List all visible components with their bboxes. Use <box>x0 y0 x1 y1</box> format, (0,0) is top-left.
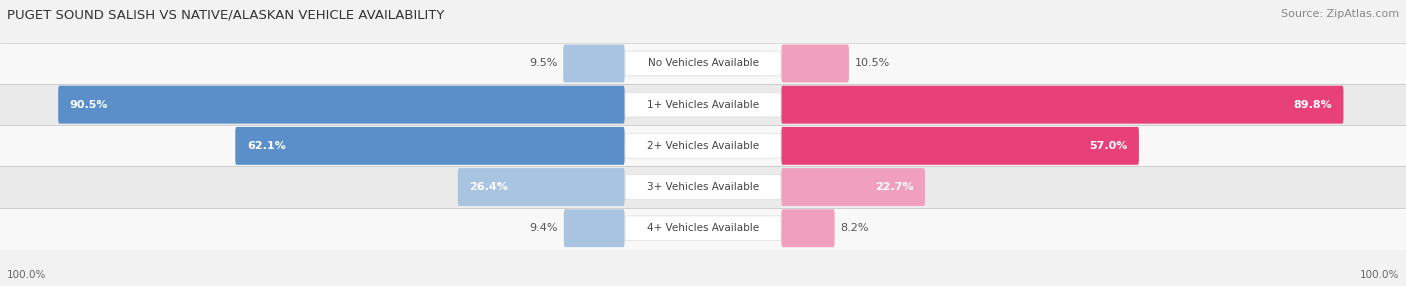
Text: 89.8%: 89.8% <box>1294 100 1331 110</box>
Text: 1+ Vehicles Available: 1+ Vehicles Available <box>647 100 759 110</box>
FancyBboxPatch shape <box>626 216 780 241</box>
Text: 100.0%: 100.0% <box>1360 270 1399 280</box>
FancyBboxPatch shape <box>626 175 780 199</box>
FancyBboxPatch shape <box>626 134 780 158</box>
FancyBboxPatch shape <box>235 127 624 165</box>
FancyBboxPatch shape <box>782 168 925 206</box>
Text: 10.5%: 10.5% <box>855 59 890 68</box>
FancyBboxPatch shape <box>782 209 835 247</box>
FancyBboxPatch shape <box>564 209 624 247</box>
Text: 8.2%: 8.2% <box>841 223 869 233</box>
FancyBboxPatch shape <box>782 127 1139 165</box>
FancyBboxPatch shape <box>58 86 624 124</box>
Text: PUGET SOUND SALISH VS NATIVE/ALASKAN VEHICLE AVAILABILITY: PUGET SOUND SALISH VS NATIVE/ALASKAN VEH… <box>7 9 444 21</box>
Text: 57.0%: 57.0% <box>1090 141 1128 151</box>
FancyBboxPatch shape <box>564 45 624 82</box>
Text: 90.5%: 90.5% <box>70 100 108 110</box>
FancyBboxPatch shape <box>458 168 624 206</box>
Text: 9.5%: 9.5% <box>529 59 557 68</box>
FancyBboxPatch shape <box>782 45 849 82</box>
Bar <box>0 166 1406 208</box>
Text: 26.4%: 26.4% <box>470 182 509 192</box>
Bar <box>0 125 1406 166</box>
Bar <box>0 84 1406 125</box>
Text: 9.4%: 9.4% <box>530 223 558 233</box>
FancyBboxPatch shape <box>782 86 1344 124</box>
FancyBboxPatch shape <box>626 51 780 76</box>
Bar <box>0 43 1406 84</box>
Text: 2+ Vehicles Available: 2+ Vehicles Available <box>647 141 759 151</box>
Text: 22.7%: 22.7% <box>875 182 914 192</box>
Text: 4+ Vehicles Available: 4+ Vehicles Available <box>647 223 759 233</box>
Text: 100.0%: 100.0% <box>7 270 46 280</box>
Bar <box>0 208 1406 249</box>
FancyBboxPatch shape <box>626 92 780 117</box>
Text: No Vehicles Available: No Vehicles Available <box>648 59 758 68</box>
Text: Source: ZipAtlas.com: Source: ZipAtlas.com <box>1281 9 1399 19</box>
Text: 3+ Vehicles Available: 3+ Vehicles Available <box>647 182 759 192</box>
Text: 62.1%: 62.1% <box>247 141 285 151</box>
